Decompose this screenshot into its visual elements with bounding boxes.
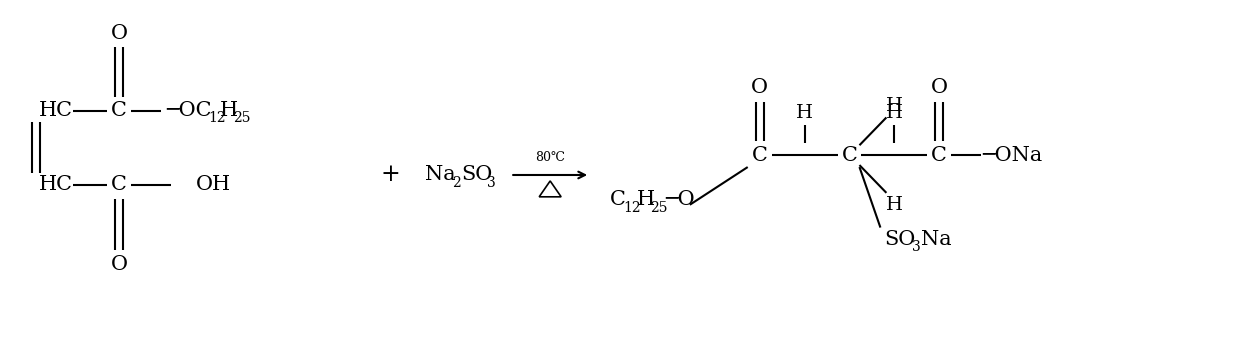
Text: C: C: [112, 175, 126, 195]
Text: Na: Na: [425, 166, 456, 184]
Text: 12: 12: [622, 201, 641, 215]
Text: C: C: [112, 101, 126, 120]
Text: ─ONa: ─ONa: [982, 146, 1043, 165]
Text: 25: 25: [233, 111, 250, 125]
Text: ─O: ─O: [665, 190, 694, 209]
Text: Na: Na: [921, 230, 952, 249]
Text: 80℃: 80℃: [536, 151, 565, 164]
Text: O: O: [110, 255, 128, 274]
Text: H: H: [885, 196, 903, 214]
Text: H: H: [885, 104, 903, 122]
Text: HC: HC: [40, 175, 73, 195]
Text: 3: 3: [913, 240, 921, 254]
Text: C: C: [751, 146, 768, 165]
Text: SO: SO: [884, 230, 915, 249]
Text: O: O: [110, 24, 128, 43]
Text: C: C: [842, 146, 857, 165]
Text: 3: 3: [487, 176, 496, 190]
Text: 2: 2: [453, 176, 461, 190]
Text: H: H: [796, 104, 813, 122]
Text: O: O: [751, 78, 769, 97]
Text: H: H: [885, 96, 903, 114]
Text: H: H: [637, 190, 655, 209]
Text: O: O: [931, 78, 947, 97]
Text: H: H: [219, 101, 238, 120]
Text: OH: OH: [196, 175, 231, 195]
Text: 25: 25: [650, 201, 667, 215]
Text: HC: HC: [40, 101, 73, 120]
Text: ─OC: ─OC: [166, 101, 212, 120]
Text: 12: 12: [208, 111, 226, 125]
Text: C: C: [931, 146, 947, 165]
Text: C: C: [610, 190, 626, 209]
Text: SO: SO: [461, 166, 492, 184]
Text: +: +: [381, 164, 401, 187]
